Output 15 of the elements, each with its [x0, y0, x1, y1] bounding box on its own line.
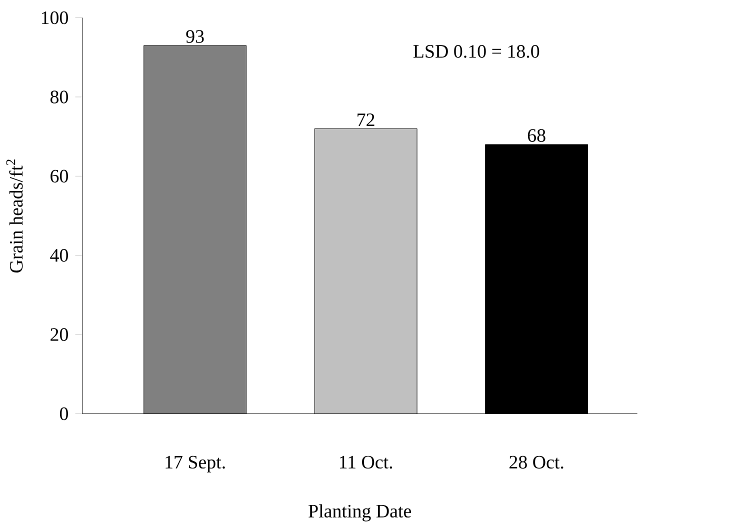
y-tick-label: 40	[50, 249, 68, 262]
data-label: 72	[358, 114, 374, 126]
x-axis-title: Planting Date	[308, 504, 411, 522]
x-tick-label: 11 Oct.	[340, 456, 392, 469]
x-tick-label: 28 Oct.	[510, 456, 564, 469]
y-tick-label: 80	[50, 90, 68, 104]
data-label: 93	[186, 30, 204, 43]
y-tick-label: 20	[50, 328, 68, 342]
y-axis-title: Grain heads/ft$^{2}$	[6, 160, 23, 273]
y-tick-label: 100	[42, 11, 68, 24]
y-tick-label: 0	[60, 408, 68, 420]
x-tick-label: 17 Sept.	[166, 456, 225, 473]
y-tick-label: 60	[50, 170, 68, 183]
data-label: 68	[528, 129, 546, 142]
annotation: LSD 0.10 = 18.0	[413, 45, 540, 58]
